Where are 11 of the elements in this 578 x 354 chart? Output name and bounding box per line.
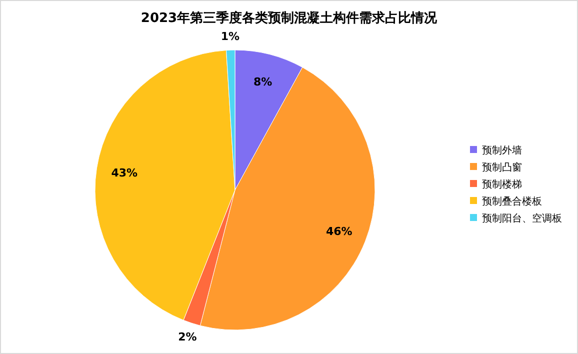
legend-label: 预制楼梯	[482, 178, 522, 190]
data-label: 1%	[220, 30, 240, 44]
data-label: 43%	[111, 166, 138, 180]
data-label: 8%	[254, 76, 272, 89]
legend-label: 预制叠合楼板	[482, 196, 542, 208]
legend-label: 预制凸窗	[482, 162, 522, 174]
data-label: 46%	[326, 225, 352, 238]
data-label: 2%	[178, 330, 197, 344]
legend-label: 预制阳台、空调板	[482, 212, 562, 224]
legend-label: 预制外墙	[482, 144, 522, 156]
chart-title: 2023年第三季度各类预制混凝土构件需求占比情况	[140, 10, 438, 26]
